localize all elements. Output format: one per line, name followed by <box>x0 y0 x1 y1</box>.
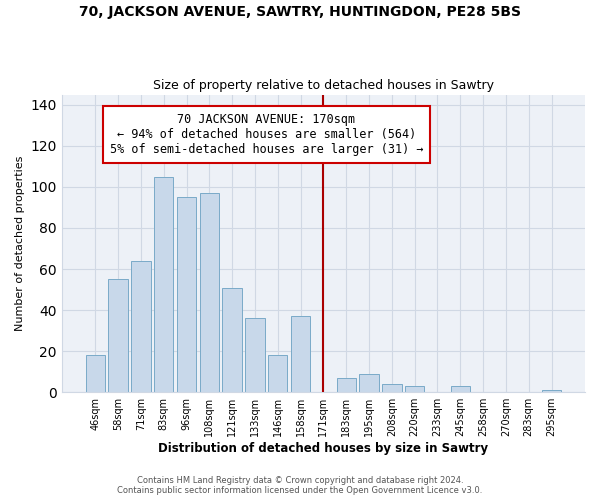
Bar <box>154 176 173 392</box>
Bar <box>542 390 561 392</box>
Bar <box>268 356 287 392</box>
Text: 70, JACKSON AVENUE, SAWTRY, HUNTINGDON, PE28 5BS: 70, JACKSON AVENUE, SAWTRY, HUNTINGDON, … <box>79 5 521 19</box>
Bar <box>223 288 242 392</box>
Bar <box>405 386 424 392</box>
Bar <box>86 356 105 392</box>
Bar <box>245 318 265 392</box>
Bar <box>359 374 379 392</box>
Text: Contains HM Land Registry data © Crown copyright and database right 2024.
Contai: Contains HM Land Registry data © Crown c… <box>118 476 482 495</box>
Title: Size of property relative to detached houses in Sawtry: Size of property relative to detached ho… <box>153 79 494 92</box>
Y-axis label: Number of detached properties: Number of detached properties <box>15 156 25 331</box>
X-axis label: Distribution of detached houses by size in Sawtry: Distribution of detached houses by size … <box>158 442 488 455</box>
Bar <box>200 193 219 392</box>
Bar <box>382 384 401 392</box>
Bar <box>109 280 128 392</box>
Bar <box>337 378 356 392</box>
Bar <box>131 261 151 392</box>
Bar <box>291 316 310 392</box>
Bar <box>177 197 196 392</box>
Text: 70 JACKSON AVENUE: 170sqm
← 94% of detached houses are smaller (564)
5% of semi-: 70 JACKSON AVENUE: 170sqm ← 94% of detac… <box>110 113 423 156</box>
Bar <box>451 386 470 392</box>
